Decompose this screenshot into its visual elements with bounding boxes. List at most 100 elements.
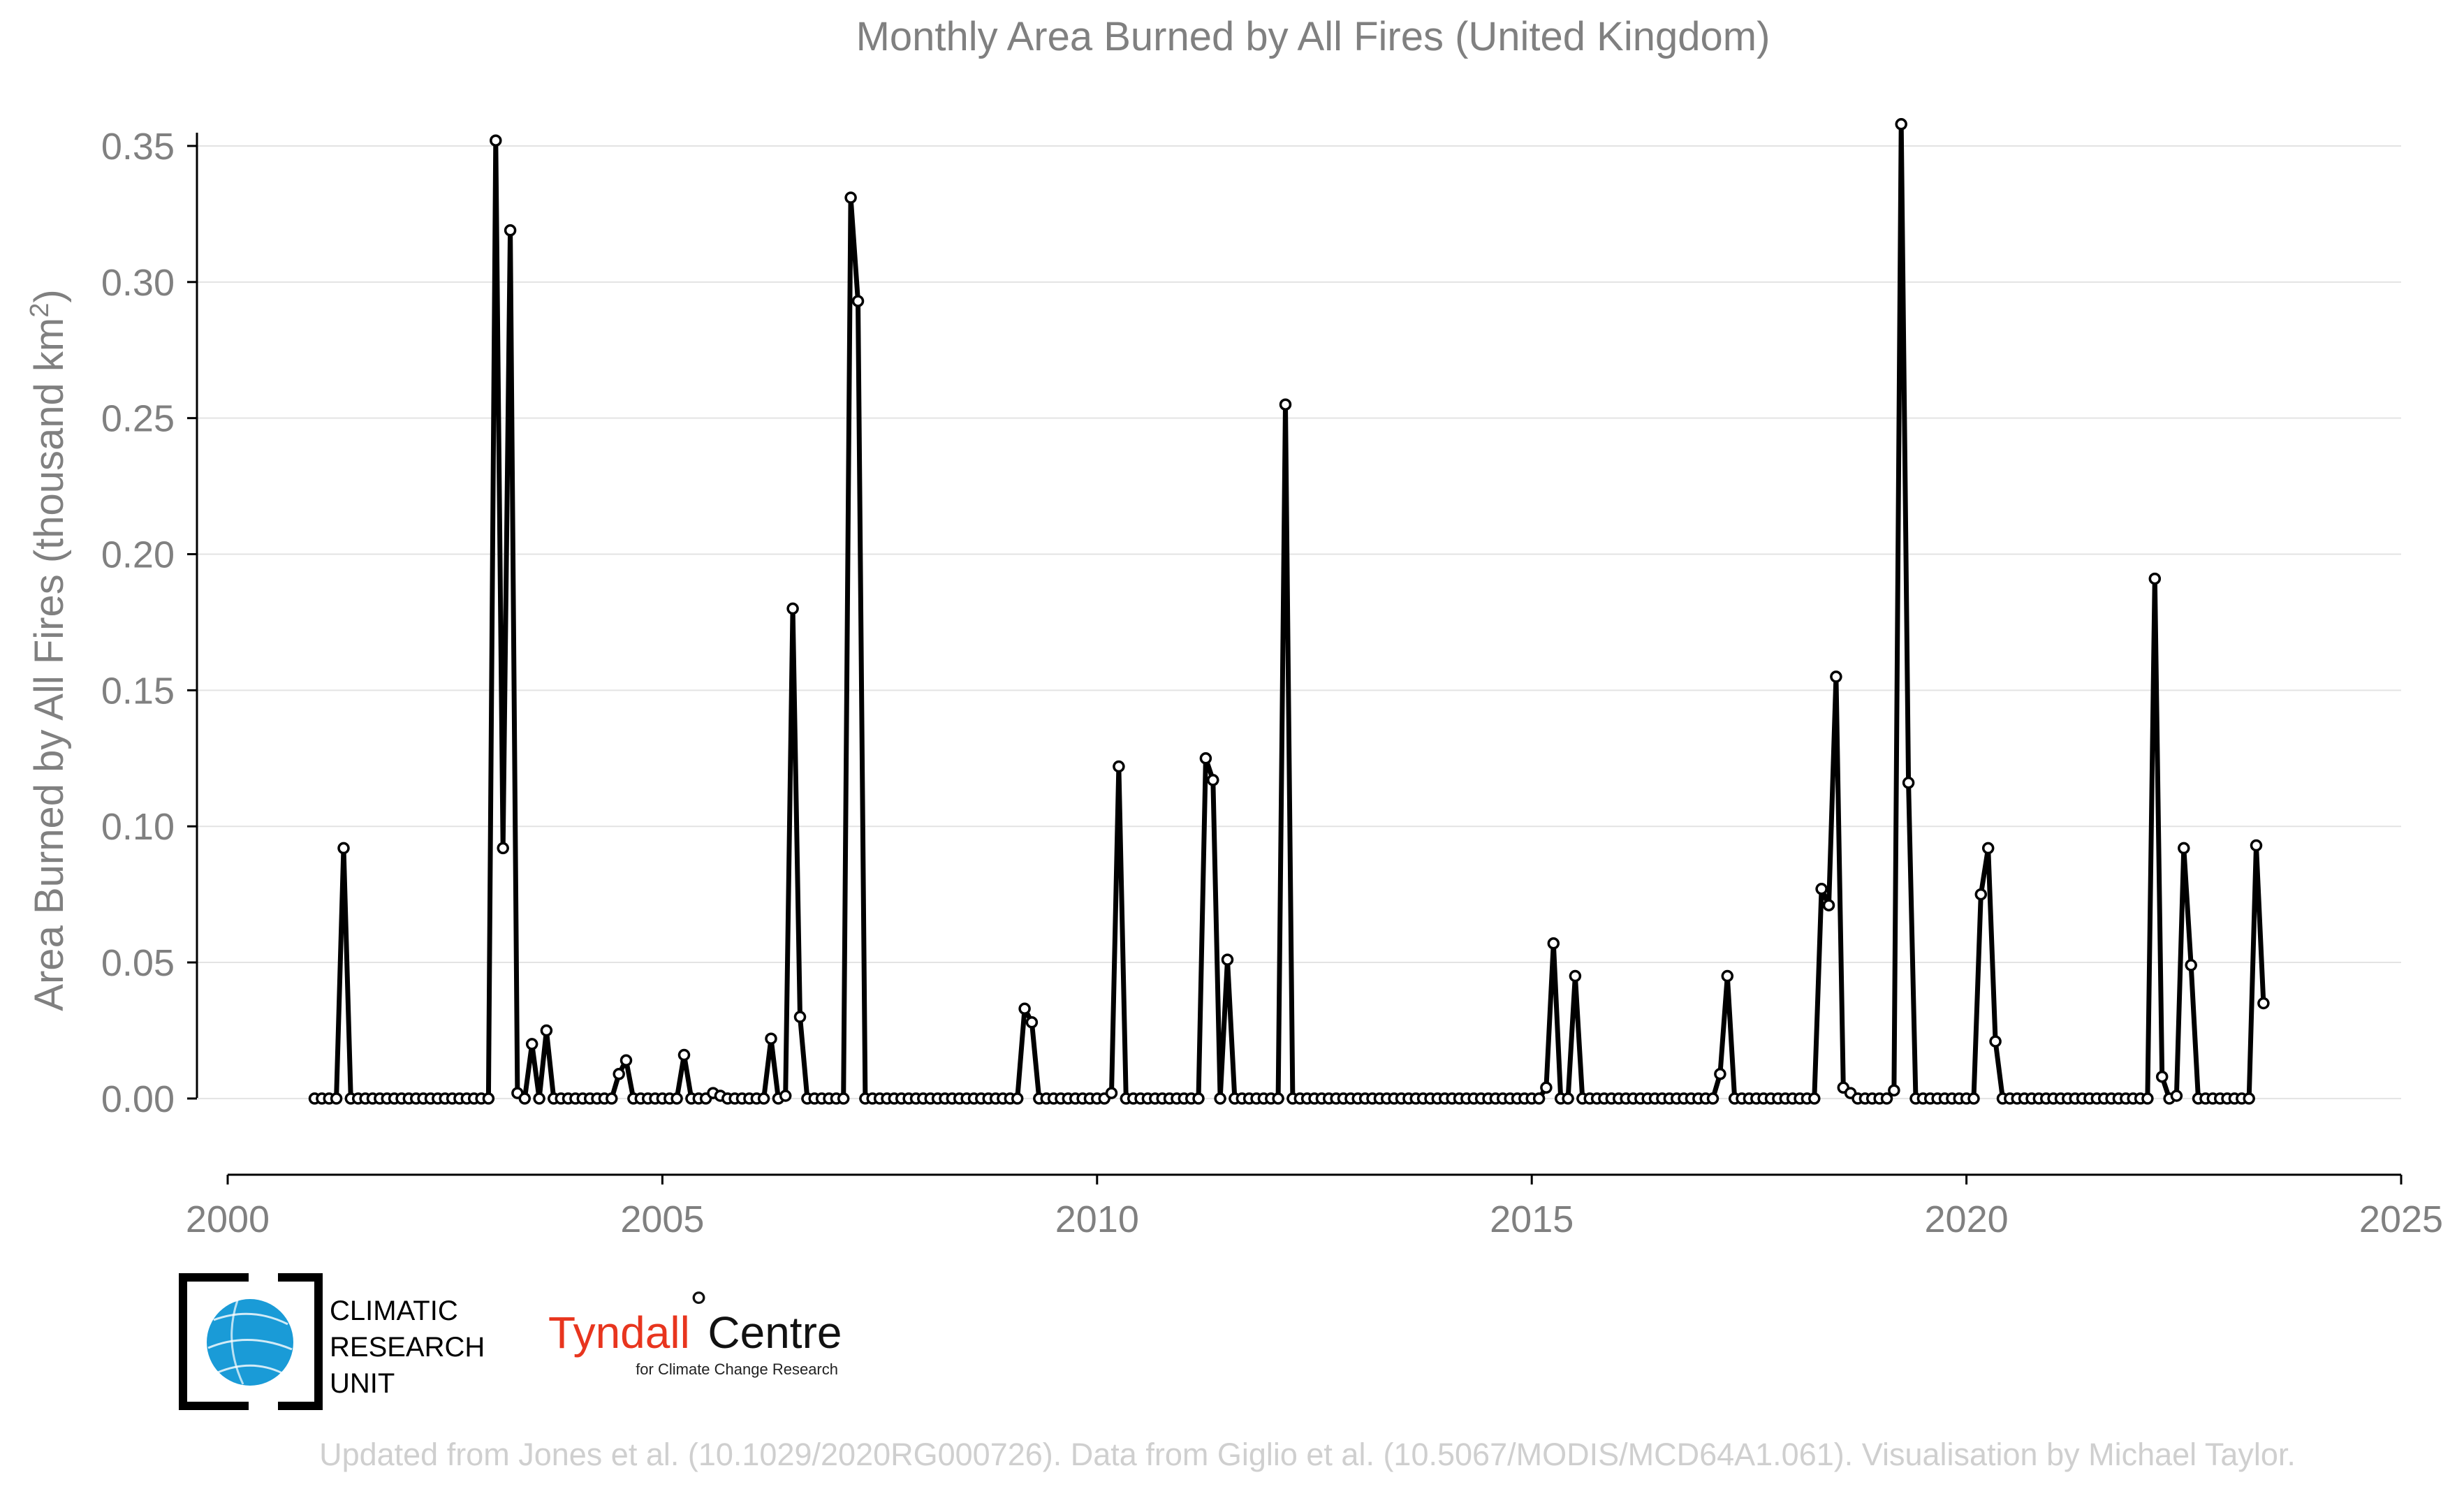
data-point xyxy=(1569,969,1582,983)
y-axis-label-end: ) xyxy=(27,289,72,302)
series-line xyxy=(314,122,2266,1101)
data-point xyxy=(844,191,857,204)
tyndall-subtitle: for Climate Change Research xyxy=(636,1360,838,1378)
x-tick-label: 2005 xyxy=(620,1198,704,1240)
data-point xyxy=(1721,969,1734,983)
data-point xyxy=(518,1092,531,1105)
data-point xyxy=(793,1011,807,1023)
data-point xyxy=(1221,953,1234,966)
cru-line-2: RESEARCH xyxy=(330,1332,485,1363)
data-point xyxy=(1025,1016,1039,1029)
y-tick-label: 0.30 xyxy=(101,262,175,304)
data-point xyxy=(2250,839,2263,852)
data-point xyxy=(504,224,517,237)
y-axis-label-sup: 2 xyxy=(25,303,54,318)
data-point xyxy=(1974,888,1988,901)
data-point xyxy=(2243,1092,2255,1105)
x-tick-label: 2010 xyxy=(1055,1198,1139,1240)
data-point xyxy=(1714,1068,1726,1080)
globe-icon xyxy=(207,1299,293,1386)
data-point xyxy=(779,1090,792,1102)
series-points xyxy=(308,118,2270,1105)
data-point xyxy=(1272,1092,1284,1105)
data-point xyxy=(490,134,502,147)
footer-credit: Updated from Jones et al. (10.1029/2020R… xyxy=(319,1437,2296,1472)
tyndall-word-red: Tyndall xyxy=(548,1307,690,1358)
y-tick-label: 0.05 xyxy=(101,942,175,984)
globe-line xyxy=(217,1364,283,1374)
y-axis-label-main: Area Burned by All Fires (thousand km xyxy=(27,318,72,1011)
data-point xyxy=(1011,1092,1024,1105)
data-point xyxy=(1540,1081,1553,1094)
data-point xyxy=(1562,1092,1574,1105)
cru-bracket-right xyxy=(278,1273,323,1410)
x-tick-label: 2025 xyxy=(2359,1198,2443,1240)
data-point xyxy=(1967,1092,1980,1105)
y-tick-label: 0.35 xyxy=(101,126,175,168)
data-point xyxy=(1547,937,1560,950)
tyndall-word-black: Centre xyxy=(707,1307,842,1358)
x-tick-label: 2020 xyxy=(1925,1198,2009,1240)
tyndall-degree: ° xyxy=(690,1282,708,1333)
tyndall-wordmark: Tyndall°Centre xyxy=(548,1282,842,1358)
cru-line-3: UNIT xyxy=(330,1368,395,1399)
data-point xyxy=(786,602,799,615)
y-tick-label: 0.25 xyxy=(101,398,175,440)
tyndall-logo: Tyndall°Centre for Climate Change Resear… xyxy=(548,1282,842,1378)
data-point xyxy=(497,842,509,855)
data-point xyxy=(613,1068,625,1080)
x-axis-ticks: 2000 2005 2010 2015 2020 2025 xyxy=(186,1175,2443,1240)
data-point xyxy=(1981,842,1995,855)
data-point xyxy=(2257,997,2270,1010)
data-point xyxy=(670,1092,683,1105)
globe-line xyxy=(230,1300,244,1385)
y-axis-label: Area Burned by All Fires (thousand km2) xyxy=(25,289,72,1011)
y-tick-label: 0.00 xyxy=(101,1078,175,1120)
data-point xyxy=(1192,1092,1205,1105)
data-point xyxy=(1822,899,1835,911)
globe-line xyxy=(207,1339,293,1351)
data-point xyxy=(1830,670,1842,683)
chart-title: Monthly Area Burned by All Fires (United… xyxy=(856,14,1770,59)
data-point xyxy=(606,1092,618,1105)
data-point xyxy=(1706,1092,1719,1105)
cru-line-1: CLIMATIC xyxy=(330,1296,458,1326)
data-point xyxy=(1880,1092,1893,1105)
data-point xyxy=(2141,1092,2154,1105)
data-point xyxy=(337,842,350,855)
y-tick-label: 0.20 xyxy=(101,534,175,576)
y-tick-label: 0.10 xyxy=(101,806,175,848)
data-point xyxy=(2170,1090,2183,1102)
data-point xyxy=(330,1092,343,1105)
gridlines xyxy=(197,145,2401,1099)
data-point xyxy=(1888,1084,1900,1096)
data-point xyxy=(757,1092,770,1105)
data-point xyxy=(1105,1087,1118,1099)
data-point xyxy=(677,1048,691,1062)
data-point xyxy=(765,1032,777,1045)
data-point xyxy=(1207,774,1219,786)
data-point xyxy=(1815,883,1828,895)
data-point xyxy=(837,1092,850,1105)
data-point xyxy=(540,1024,553,1037)
data-point xyxy=(1214,1092,1226,1105)
cru-logo: CLIMATIC RESEARCH UNIT xyxy=(179,1273,485,1410)
data-point xyxy=(851,295,865,307)
x-tick-label: 2015 xyxy=(1490,1198,1574,1240)
cru-bracket-left xyxy=(179,1273,249,1410)
data-point xyxy=(2178,842,2190,855)
data-point xyxy=(1199,752,1212,765)
y-axis-ticks: 0.00 0.05 0.10 0.15 0.20 0.25 0.30 0.35 xyxy=(101,126,197,1120)
data-point xyxy=(1895,118,1907,131)
data-point xyxy=(1279,398,1292,411)
y-tick-label: 0.15 xyxy=(101,670,175,712)
data-point xyxy=(2155,1070,2169,1083)
data-point xyxy=(1989,1035,2002,1048)
data-point xyxy=(2185,959,2197,971)
data-point xyxy=(482,1092,495,1105)
data-point xyxy=(1018,1002,1031,1015)
data-point xyxy=(533,1092,545,1105)
globe-line xyxy=(213,1312,288,1326)
data-point xyxy=(1808,1092,1821,1105)
